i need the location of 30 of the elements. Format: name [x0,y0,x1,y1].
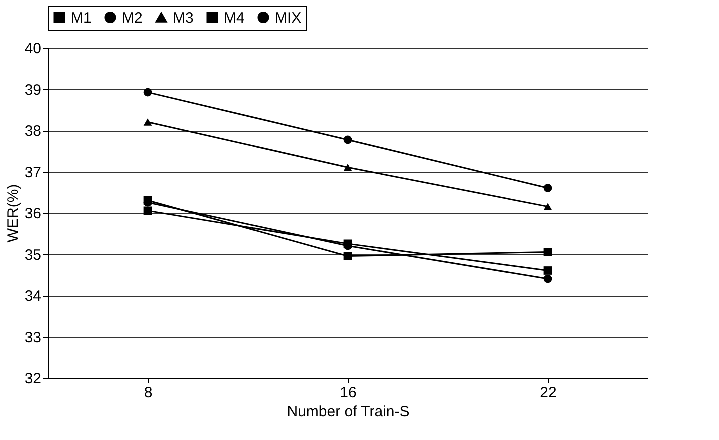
y-tick-label: 35 [24,246,42,264]
x-axis-title: Number of Train-S [287,404,410,420]
legend-label: M3 [173,10,194,27]
legend-label: M2 [122,10,143,27]
point [544,266,552,275]
x-tick-label: 22 [540,384,557,402]
x-tick-label: 8 [144,384,153,402]
legend-label: M1 [71,10,92,27]
y-tick-label: 36 [24,206,42,222]
y-tick-label: 34 [24,288,42,305]
point [544,248,552,256]
y-tick-label: 40 [24,40,42,58]
y-axis-title: WER(%) [4,184,22,243]
x-tick-label: 16 [340,384,357,402]
point [144,206,152,216]
y-tick-label: 39 [24,82,42,99]
legend-label: MIX [275,10,302,27]
point [144,118,152,126]
point [144,88,152,97]
y-tick-label: 38 [24,123,42,140]
point [344,252,352,260]
point [344,136,352,144]
point [544,184,552,192]
point [544,274,552,284]
y-tick-label: 37 [24,164,42,182]
y-tick-label: 33 [24,329,42,346]
legend-label: M4 [224,10,245,27]
point [344,164,352,172]
point [544,203,552,210]
y-tick-label: 32 [24,370,42,388]
